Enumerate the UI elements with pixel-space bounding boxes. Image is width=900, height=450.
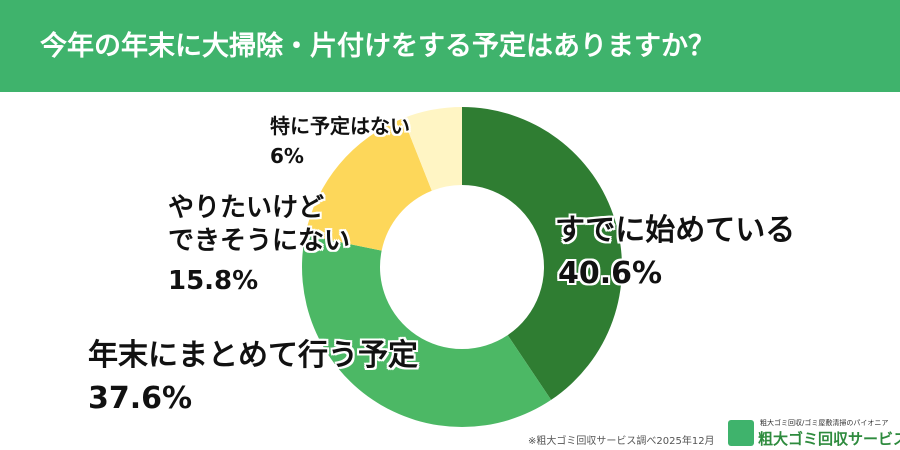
value-label: 40.6% <box>558 256 663 291</box>
value-label: 15.8% <box>168 266 259 296</box>
logo-tagline: 粗大ゴミ回収/ゴミ屋敷清掃のパイオニア <box>760 419 889 427</box>
value-label: 37.6% <box>88 381 193 416</box>
source-note: ※粗大ゴミ回収サービス調べ2025年12月 <box>528 436 715 447</box>
logo: 粗大ゴミ回収サービス <box>758 430 900 448</box>
category-label: すでに始めている <box>555 213 796 248</box>
chart-title: 今年の年末に大掃除・片付けをする予定はありますか？ <box>40 31 715 62</box>
donut-segment <box>403 107 462 191</box>
logo-icon <box>728 420 754 446</box>
title-bar <box>0 0 900 92</box>
value-label: 6% <box>270 144 304 168</box>
category-label: やりたいけど できそうにない <box>168 193 351 256</box>
donut-segment <box>305 118 432 251</box>
donut-segment <box>462 107 623 400</box>
donut-segment <box>302 235 552 427</box>
category-label: 年末にまとめて行う予定 <box>88 338 418 373</box>
category-label: 特に予定はない <box>270 114 410 138</box>
